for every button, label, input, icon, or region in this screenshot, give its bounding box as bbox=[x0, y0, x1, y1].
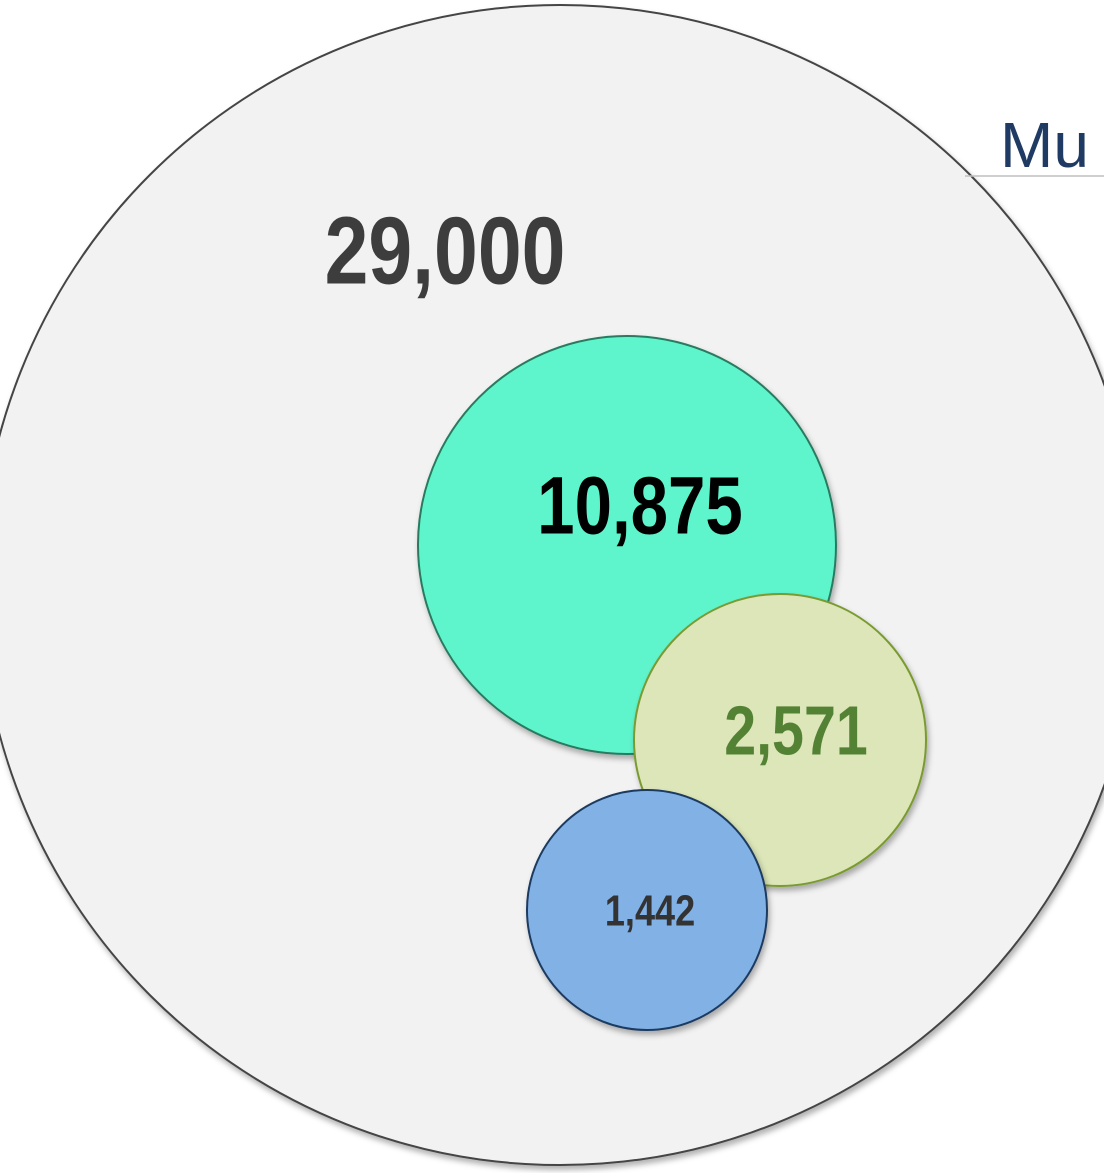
bubbles: 29,000 10,875 2,571 1,442 bbox=[0, 4, 1104, 1166]
bubble-label: 10,875 bbox=[537, 459, 743, 551]
bubble-label: 1,442 bbox=[605, 886, 695, 935]
bubble-label: 29,000 bbox=[325, 197, 566, 304]
bubble-label: 2,571 bbox=[724, 691, 868, 770]
bubble bbox=[526, 789, 768, 1031]
chart-title: Mu bbox=[1000, 109, 1089, 181]
